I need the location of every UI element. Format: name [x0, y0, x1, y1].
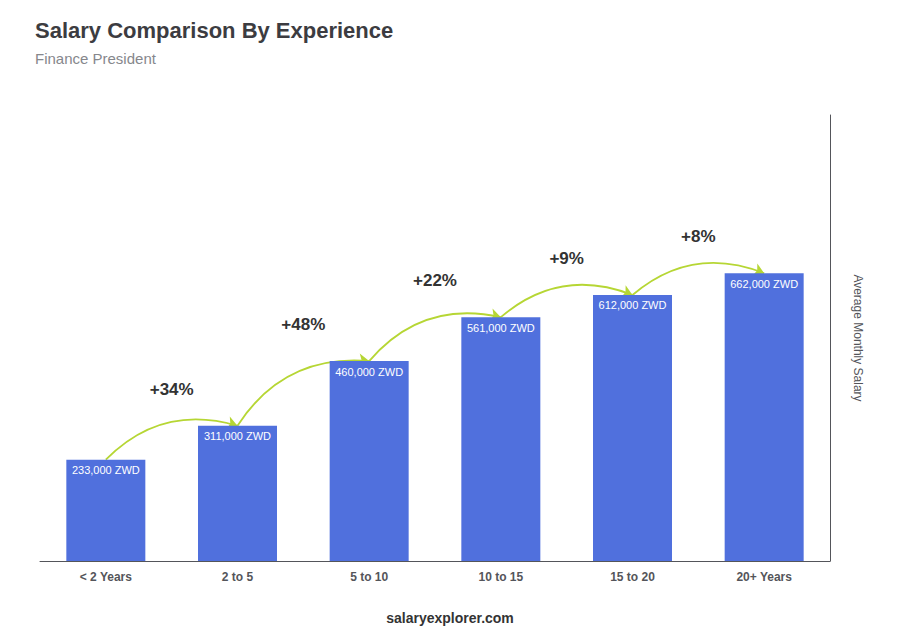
svg-text:15 to 20: 15 to 20 [610, 570, 655, 584]
svg-text:salaryexplorer.com: salaryexplorer.com [386, 610, 514, 626]
svg-text:10 to 15: 10 to 15 [478, 570, 523, 584]
svg-text:< 2 Years: < 2 Years [80, 570, 132, 584]
svg-text:460,000 ZWD: 460,000 ZWD [335, 366, 403, 378]
svg-text:20+ Years: 20+ Years [736, 570, 792, 584]
svg-text:311,000 ZWD: 311,000 ZWD [204, 430, 271, 442]
svg-text:662,000 ZWD: 662,000 ZWD [730, 278, 798, 290]
svg-text:561,000 ZWD: 561,000 ZWD [467, 322, 535, 334]
svg-text:+34%: +34% [150, 380, 194, 399]
svg-text:+48%: +48% [281, 315, 325, 334]
svg-text:+22%: +22% [413, 271, 457, 290]
svg-text:Average Monthly Salary: Average Monthly Salary [851, 274, 865, 401]
svg-text:2 to 5: 2 to 5 [222, 570, 254, 584]
svg-text:Salary Comparison By Experienc: Salary Comparison By Experience [35, 18, 393, 43]
svg-text:5 to 10: 5 to 10 [350, 570, 388, 584]
svg-text:612,000 ZWD: 612,000 ZWD [599, 299, 667, 311]
svg-text:+8%: +8% [681, 227, 716, 246]
svg-text:233,000 ZWD: 233,000 ZWD [72, 464, 140, 476]
svg-text:+9%: +9% [549, 249, 584, 268]
svg-text:Finance President: Finance President [35, 50, 157, 67]
